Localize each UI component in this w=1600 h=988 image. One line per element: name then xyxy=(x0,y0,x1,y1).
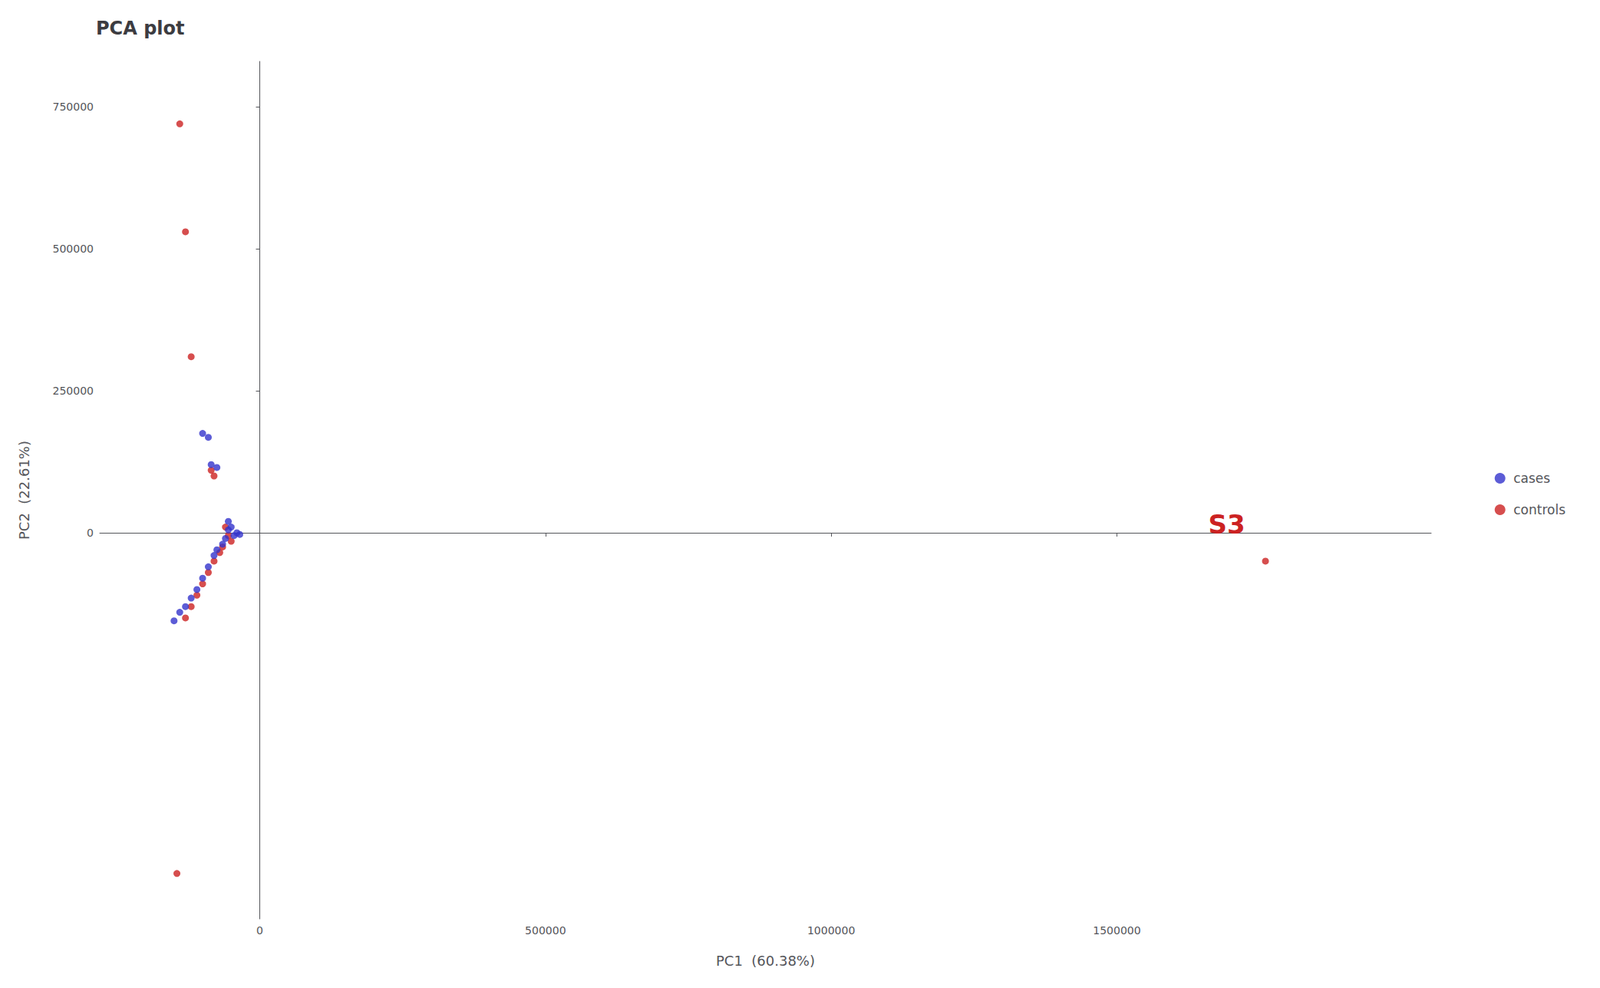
svg-text:500000: 500000 xyxy=(52,242,94,255)
svg-text:250000: 250000 xyxy=(52,384,94,397)
svg-text:PCA plot: PCA plot xyxy=(95,17,185,40)
svg-text:0: 0 xyxy=(86,526,94,539)
svg-text:cases: cases xyxy=(1513,470,1551,486)
svg-text:1000000: 1000000 xyxy=(807,923,855,937)
svg-text:750000: 750000 xyxy=(52,100,94,113)
svg-text:PC2 (22.61%): PC2 (22.61%) xyxy=(16,440,33,540)
svg-text:1500000: 1500000 xyxy=(1092,923,1141,937)
svg-text:S3: S3 xyxy=(1208,508,1246,540)
svg-text:0: 0 xyxy=(256,923,264,937)
svg-text:500000: 500000 xyxy=(524,923,566,937)
svg-text:PC1 (60.38%): PC1 (60.38%) xyxy=(715,952,815,969)
svg-text:controls: controls xyxy=(1513,501,1566,518)
